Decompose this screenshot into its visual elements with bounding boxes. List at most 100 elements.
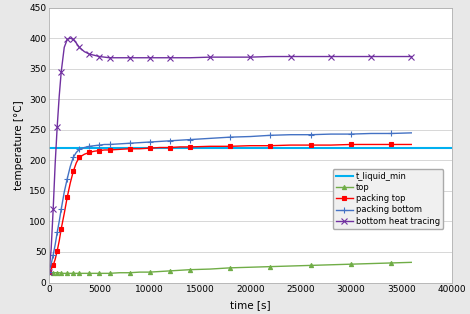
- packing bottom: [92, 144, 97, 148]
- packing bottom: [368, 132, 374, 135]
- packing bottom: [77, 148, 82, 151]
- bottom heat tracing: [47, 270, 52, 273]
- top: [62, 272, 67, 275]
- packing bottom: [48, 262, 54, 266]
- bottom heat tracing: [107, 56, 112, 60]
- packing top: [62, 212, 67, 215]
- bottom heat tracing: [81, 50, 87, 53]
- packing bottom: [117, 142, 122, 146]
- bottom heat tracing: [308, 55, 313, 58]
- packing bottom: [50, 253, 56, 257]
- top: [147, 270, 153, 274]
- bottom heat tracing: [58, 70, 64, 74]
- packing top: [70, 170, 76, 173]
- packing top: [50, 263, 56, 267]
- bottom heat tracing: [157, 56, 163, 60]
- bottom heat tracing: [368, 55, 374, 58]
- bottom heat tracing: [62, 46, 67, 49]
- packing bottom: [288, 133, 293, 137]
- Legend: t_liquid_min, top, packing top, packing bottom, bottom heat tracing: t_liquid_min, top, packing top, packing …: [333, 169, 443, 229]
- bottom heat tracing: [68, 36, 73, 40]
- packing bottom: [86, 144, 92, 148]
- top: [388, 261, 394, 265]
- bottom heat tracing: [388, 55, 394, 58]
- packing bottom: [58, 207, 64, 211]
- bottom heat tracing: [167, 56, 172, 60]
- bottom heat tracing: [52, 161, 58, 165]
- top: [167, 269, 172, 273]
- X-axis label: time [s]: time [s]: [230, 300, 271, 310]
- packing top: [68, 181, 73, 185]
- packing bottom: [127, 141, 133, 145]
- packing bottom: [81, 146, 87, 149]
- packing bottom: [187, 138, 193, 142]
- packing top: [55, 249, 60, 253]
- top: [288, 264, 293, 268]
- packing top: [177, 145, 183, 149]
- top: [308, 263, 313, 267]
- Line: packing top: packing top: [47, 142, 414, 273]
- packing bottom: [207, 137, 213, 140]
- packing top: [207, 144, 213, 148]
- top: [137, 270, 142, 274]
- packing bottom: [56, 219, 62, 223]
- packing top: [58, 227, 64, 231]
- packing bottom: [408, 131, 414, 135]
- packing top: [92, 149, 97, 153]
- top: [70, 272, 76, 275]
- bottom heat tracing: [248, 55, 253, 59]
- bottom heat tracing: [86, 52, 92, 56]
- packing top: [102, 148, 107, 152]
- bottom heat tracing: [56, 94, 62, 98]
- top: [267, 265, 273, 268]
- top: [73, 272, 79, 275]
- packing top: [137, 147, 142, 151]
- packing top: [81, 152, 87, 156]
- top: [56, 271, 62, 275]
- top: [52, 271, 58, 275]
- packing top: [288, 143, 293, 147]
- top: [408, 260, 414, 264]
- top: [117, 271, 122, 275]
- bottom heat tracing: [147, 56, 153, 60]
- packing top: [52, 257, 58, 261]
- top: [64, 272, 70, 275]
- top: [127, 271, 133, 275]
- top: [92, 272, 97, 275]
- top: [81, 272, 87, 275]
- packing bottom: [227, 135, 233, 139]
- packing top: [48, 267, 54, 271]
- packing top: [267, 144, 273, 148]
- Y-axis label: temperature [°C]: temperature [°C]: [14, 100, 24, 190]
- packing top: [56, 239, 62, 243]
- packing bottom: [348, 132, 354, 136]
- bottom heat tracing: [328, 55, 334, 58]
- top: [102, 272, 107, 275]
- packing bottom: [97, 143, 102, 147]
- packing top: [77, 155, 82, 159]
- packing bottom: [388, 132, 394, 135]
- packing top: [127, 147, 133, 151]
- top: [248, 265, 253, 269]
- packing bottom: [52, 243, 58, 246]
- packing bottom: [73, 150, 79, 154]
- bottom heat tracing: [64, 38, 70, 41]
- top: [48, 271, 54, 275]
- top: [177, 268, 183, 272]
- bottom heat tracing: [207, 55, 213, 59]
- bottom heat tracing: [117, 56, 122, 60]
- packing top: [328, 143, 334, 147]
- packing bottom: [62, 190, 67, 194]
- bottom heat tracing: [48, 247, 54, 251]
- top: [328, 263, 334, 267]
- top: [107, 272, 112, 275]
- packing top: [107, 148, 112, 152]
- packing top: [368, 143, 374, 146]
- packing top: [73, 161, 79, 165]
- packing bottom: [248, 135, 253, 138]
- packing top: [348, 143, 354, 146]
- packing bottom: [107, 143, 112, 146]
- packing bottom: [267, 133, 273, 137]
- top: [47, 270, 52, 274]
- bottom heat tracing: [70, 38, 76, 41]
